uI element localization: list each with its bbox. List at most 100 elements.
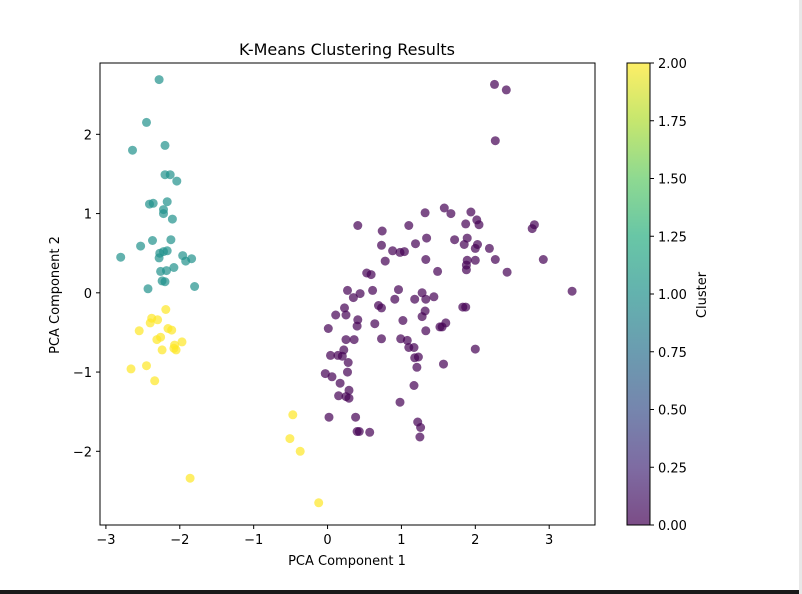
data-point-cluster-0 (484, 243, 494, 253)
data-point-cluster-2 (150, 376, 160, 386)
chart-title: K-Means Clustering Results (239, 40, 455, 59)
data-point-cluster-0 (394, 285, 403, 295)
data-point-cluster-0 (354, 427, 364, 436)
data-point-cluster-0 (421, 326, 431, 336)
data-point-cluster-0 (412, 362, 422, 372)
data-point-cluster-0 (417, 312, 427, 322)
data-point-cluster-0 (490, 255, 500, 264)
data-point-cluster-1 (166, 235, 176, 245)
data-point-cluster-0 (370, 319, 380, 329)
data-point-cluster-1 (148, 236, 157, 245)
data-point-cluster-0 (344, 393, 354, 403)
data-point-cluster-0 (410, 353, 420, 363)
x-axis-label: PCA Component 1 (288, 554, 406, 569)
data-point-cluster-2 (145, 318, 155, 328)
data-point-cluster-0 (341, 310, 351, 320)
data-point-cluster-0 (380, 256, 390, 266)
data-point-cluster-2 (288, 410, 298, 420)
data-point-cluster-1 (160, 170, 170, 180)
data-point-cluster-0 (377, 240, 386, 250)
window-right-edge (799, 0, 802, 594)
window-bottom-edge (0, 590, 802, 594)
data-point-cluster-1 (181, 256, 191, 266)
data-point-cluster-2 (285, 434, 295, 444)
data-point-cluster-0 (341, 335, 351, 345)
colorbar-tick-label: 1.50 (658, 173, 687, 188)
data-point-cluster-1 (162, 266, 171, 276)
data-point-cluster-1 (148, 198, 158, 208)
data-point-cluster-0 (473, 240, 482, 249)
data-point-cluster-0 (377, 303, 386, 313)
y-axis-ticks: −2 −1 0 1 2 (73, 128, 100, 460)
x-tick-label: −2 (170, 533, 189, 548)
data-point-cluster-2 (126, 364, 136, 374)
data-point-cluster-2 (134, 326, 144, 336)
data-point-cluster-2 (167, 325, 177, 335)
data-point-cluster-0 (409, 343, 419, 352)
data-point-cluster-2 (177, 337, 187, 347)
data-point-cluster-0 (409, 381, 419, 390)
data-point-cluster-0 (502, 267, 512, 277)
data-point-cluster-0 (459, 240, 469, 249)
data-point-cluster-1 (116, 252, 126, 262)
data-point-cluster-2 (157, 345, 167, 355)
data-point-cluster-0 (437, 322, 447, 332)
data-point-cluster-0 (529, 220, 539, 230)
data-point-cluster-1 (160, 140, 170, 150)
colorbar-tick-label: 0.00 (658, 519, 687, 534)
colorbar-gradient (627, 63, 650, 525)
data-point-cluster-0 (470, 255, 480, 265)
data-point-cluster-1 (154, 253, 164, 263)
colorbar-tick-label: 1.25 (658, 230, 687, 245)
x-tick-label: −3 (96, 533, 115, 548)
data-point-cluster-0 (567, 286, 577, 296)
colorbar-tick-label: 0.25 (658, 461, 687, 476)
data-point-cluster-0 (351, 412, 361, 422)
data-point-cluster-2 (185, 473, 195, 483)
data-point-cluster-0 (415, 432, 425, 442)
data-point-cluster-0 (366, 270, 376, 280)
data-point-cluster-0 (344, 385, 354, 395)
data-point-cluster-0 (353, 221, 363, 230)
data-point-cluster-0 (439, 203, 449, 213)
data-point-cluster-0 (446, 209, 456, 219)
data-point-cluster-0 (466, 207, 476, 217)
colorbar-tick-label: 2.00 (658, 57, 687, 72)
data-point-cluster-0 (399, 247, 409, 257)
colorbar-tick-label: 1.75 (658, 115, 687, 130)
data-point-cluster-0 (433, 266, 443, 276)
data-point-cluster-0 (395, 397, 405, 407)
y-tick-label: 2 (84, 128, 92, 143)
data-point-cluster-1 (162, 246, 172, 256)
data-point-cluster-0 (461, 219, 471, 229)
data-point-cluster-0 (377, 226, 387, 236)
colorbar-tick-label: 1.00 (658, 288, 687, 303)
data-point-cluster-0 (538, 255, 548, 264)
colorbar-ticks: 0.00 0.25 0.50 0.75 1.00 1.25 1.50 1.75 2.00 (650, 57, 687, 534)
data-point-cluster-0 (501, 85, 511, 95)
colorbar-tick-label: 0.75 (658, 346, 687, 361)
points-layer (116, 75, 577, 508)
data-point-cluster-0 (348, 293, 358, 303)
colorbar-label: Cluster (695, 271, 710, 318)
data-point-cluster-0 (324, 412, 334, 422)
data-point-cluster-0 (429, 292, 439, 302)
data-point-cluster-2 (295, 446, 305, 456)
x-tick-label: −1 (244, 533, 263, 548)
data-point-cluster-0 (327, 372, 337, 382)
y-tick-label: −1 (73, 366, 92, 381)
data-point-cluster-1 (167, 214, 177, 224)
data-point-cluster-0 (335, 378, 345, 388)
data-point-cluster-0 (349, 335, 359, 345)
x-tick-label: 2 (471, 533, 479, 548)
y-axis-label: PCA Component 2 (48, 236, 63, 354)
data-point-cluster-0 (439, 359, 448, 369)
data-point-cluster-0 (343, 358, 353, 367)
data-point-cluster-0 (422, 233, 432, 243)
data-point-cluster-0 (458, 302, 468, 312)
data-point-cluster-0 (353, 315, 363, 325)
x-tick-label: 1 (397, 533, 405, 548)
y-tick-label: 1 (84, 208, 92, 223)
data-point-cluster-1 (160, 277, 170, 287)
